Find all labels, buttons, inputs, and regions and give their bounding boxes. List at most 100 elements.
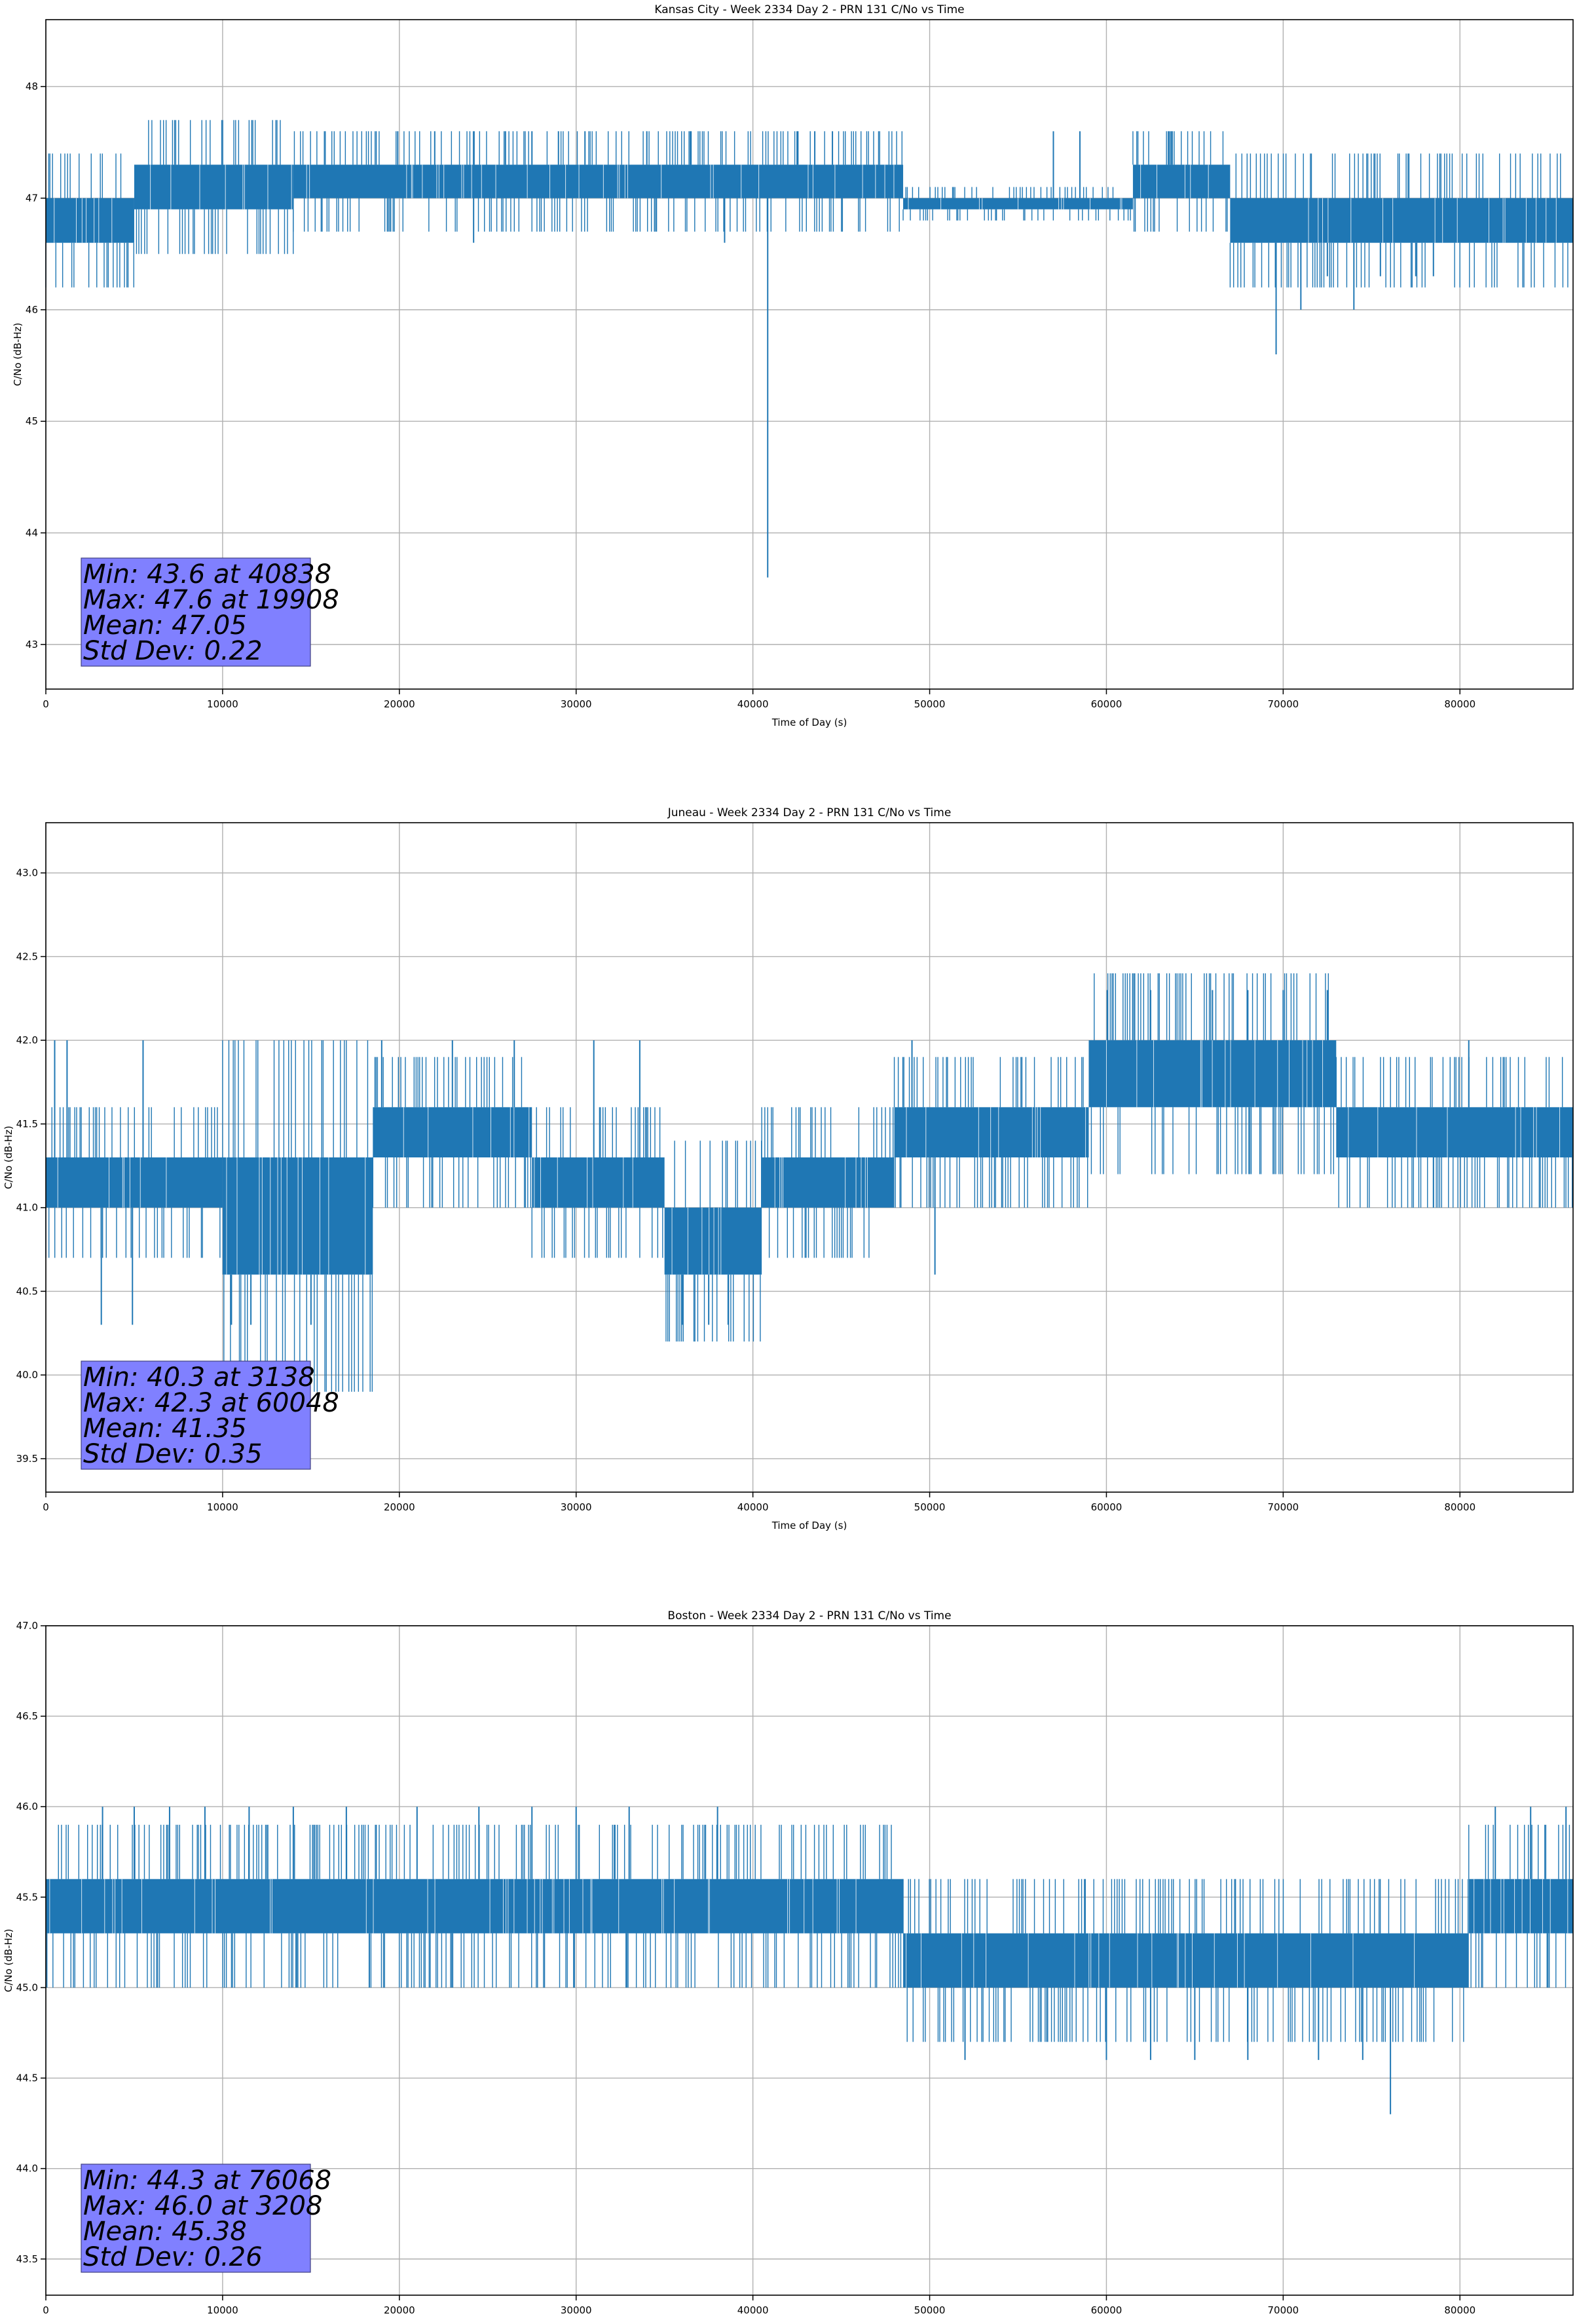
- y-tick-label: 41.0: [16, 1202, 38, 1214]
- x-tick-label: 70000: [1267, 1501, 1299, 1513]
- data-band: [46, 1157, 223, 1208]
- stats-line: Max: 42.3 at 60048: [83, 1388, 339, 1418]
- stats-line: Mean: 47.05: [83, 610, 247, 641]
- data-band: [293, 164, 904, 198]
- y-tick-label: 45.0: [16, 1981, 38, 1993]
- x-tick-label: 50000: [914, 1501, 946, 1513]
- y-axis-label: C/No (dB-Hz): [3, 1126, 14, 1190]
- stats-line: Min: 40.3 at 3138: [83, 1362, 315, 1393]
- x-tick-label: 0: [43, 2304, 49, 2316]
- y-axis-label: C/No (dB-Hz): [12, 323, 24, 386]
- data-band: [373, 1107, 532, 1157]
- x-tick-label: 40000: [737, 2304, 769, 2316]
- stats-box-background: [81, 1360, 311, 1470]
- x-tick-label: 40000: [737, 1501, 769, 1513]
- x-tick-label: 80000: [1444, 698, 1475, 710]
- data-band: [1468, 1879, 1573, 1934]
- y-tick-label: 47.0: [16, 1620, 38, 1632]
- data-band: [222, 1157, 373, 1275]
- stats-line: Std Dev: 0.26: [83, 2242, 263, 2272]
- y-tick-label: 47: [26, 193, 38, 204]
- data-band: [532, 1157, 665, 1208]
- x-tick-label: 60000: [1091, 2304, 1122, 2316]
- stats-line: Mean: 45.38: [83, 2217, 247, 2247]
- chart-title: Juneau - Week 2334 Day 2 - PRN 131 C/No …: [667, 806, 952, 819]
- axes-frame: [45, 19, 1574, 690]
- data-series: [45, 120, 1573, 578]
- chart-title: Boston - Week 2334 Day 2 - PRN 131 C/No …: [667, 1609, 951, 1622]
- y-tick-label: 41.5: [16, 1118, 38, 1130]
- y-tick-label: 46.5: [16, 1710, 38, 1722]
- data-band: [1336, 1107, 1573, 1157]
- x-tick-label: 10000: [207, 2304, 238, 2316]
- y-tick-label: 42.0: [16, 1034, 38, 1046]
- data-band: [903, 1933, 1469, 1988]
- data-band: [894, 1107, 1089, 1157]
- data-band: [46, 1879, 904, 1934]
- y-tick-label: 40.5: [16, 1285, 38, 1297]
- x-tick-label: 0: [43, 1501, 49, 1513]
- data-band: [762, 1157, 895, 1208]
- x-tick-label: 30000: [561, 698, 592, 710]
- data-band: [46, 198, 134, 243]
- y-tick-label: 42.5: [16, 950, 38, 962]
- chart-panel-3: 0 10000 20000 30000 40000 50000 60000 70000 8000…: [3, 1609, 1574, 2324]
- x-tick-label: 60000: [1091, 698, 1122, 710]
- y-tick-label: 40.0: [16, 1369, 38, 1381]
- y-tick-label: 44.5: [16, 2072, 38, 2084]
- x-axis-label: Time of Day (s): [771, 1520, 847, 1531]
- y-tick-label: 46.0: [16, 1801, 38, 1812]
- y-tick-label: 43.0: [16, 867, 38, 879]
- y-tick-label: 46: [26, 304, 38, 316]
- data-band: [1132, 164, 1231, 198]
- x-axis-label: Time of Day (s): [771, 2323, 847, 2324]
- y-tick-label: 39.5: [16, 1453, 38, 1465]
- x-tick-label: 80000: [1444, 2304, 1475, 2316]
- x-tick-label: 50000: [914, 698, 946, 710]
- data-series: [45, 1807, 1573, 2114]
- x-tick-label: 10000: [207, 698, 238, 710]
- y-tick-label: 44.0: [16, 2163, 38, 2175]
- x-axis-label: Time of Day (s): [771, 717, 847, 728]
- x-tick-label: 20000: [384, 1501, 415, 1513]
- stats-box-background: [81, 2164, 311, 2273]
- x-tick-label: 0: [43, 698, 49, 710]
- data-band: [1230, 198, 1573, 243]
- chart-title: Kansas City - Week 2334 Day 2 - PRN 131 …: [654, 3, 964, 16]
- y-axis-label: C/No (dB-Hz): [3, 1929, 14, 1993]
- data-band: [664, 1207, 762, 1275]
- stats-line: Max: 46.0 at 3208: [83, 2191, 322, 2221]
- x-tick-label: 80000: [1444, 1501, 1475, 1513]
- x-tick-label: 40000: [737, 698, 769, 710]
- x-tick-label: 30000: [561, 1501, 592, 1513]
- x-tick-label: 50000: [914, 2304, 946, 2316]
- y-tick-label: 43.5: [16, 2253, 38, 2265]
- stats-line: Mean: 41.35: [83, 1414, 247, 1444]
- data-band: [134, 164, 293, 210]
- chart-panel-2: 0 10000 20000 30000 40000 50000 60000 70000 8000…: [3, 806, 1574, 1531]
- x-tick-label: 10000: [207, 1501, 238, 1513]
- stats-line: Min: 44.3 at 76068: [83, 2165, 331, 2196]
- stats-line: Max: 47.6 at 19908: [83, 585, 339, 615]
- y-tick-label: 45.5: [16, 1891, 38, 1903]
- y-tick-label: 44: [26, 527, 38, 539]
- axes-frame: [45, 1625, 1574, 2296]
- axes-frame: [45, 822, 1574, 1493]
- stats-box-background: [81, 557, 311, 667]
- stats-line: Std Dev: 0.35: [83, 1439, 263, 1469]
- stats-line: Std Dev: 0.22: [83, 636, 263, 666]
- y-tick-label: 43: [26, 639, 38, 650]
- x-tick-label: 20000: [384, 698, 415, 710]
- x-tick-label: 70000: [1267, 698, 1299, 710]
- x-tick-label: 30000: [561, 2304, 592, 2316]
- y-tick-label: 48: [26, 81, 38, 92]
- y-tick-label: 45: [26, 415, 38, 427]
- x-tick-label: 60000: [1091, 1501, 1122, 1513]
- stats-line: Min: 43.6 at 40838: [83, 559, 331, 590]
- x-tick-label: 70000: [1267, 2304, 1299, 2316]
- data-series: [45, 973, 1573, 1392]
